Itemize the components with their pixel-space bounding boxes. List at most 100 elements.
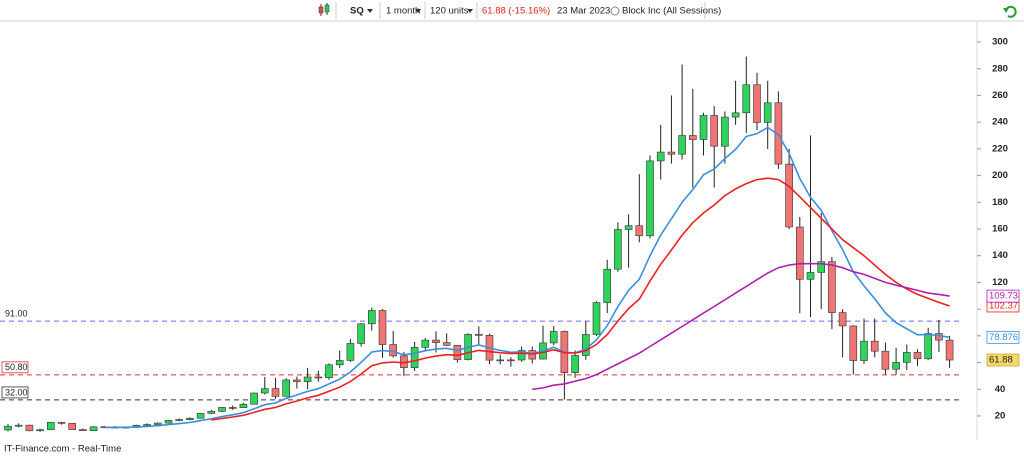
candle-body [314, 376, 323, 379]
candle-body [603, 268, 612, 303]
candle-body [432, 339, 440, 343]
last-value-box [986, 353, 1020, 367]
candle-body [207, 410, 216, 414]
candle-body [421, 339, 430, 348]
last-value-tag: 109.73 [986, 289, 1020, 303]
candle-body [892, 362, 900, 370]
candle-body [785, 163, 793, 228]
last-value-box [986, 289, 1020, 303]
candle-body [239, 403, 248, 408]
candle-body [4, 425, 12, 431]
candle-body [453, 345, 462, 360]
candle-body [667, 151, 676, 155]
candle-body [571, 355, 579, 373]
candle-body [721, 116, 729, 147]
candle-body [325, 364, 333, 379]
candle-body [282, 379, 291, 397]
candle-body [870, 340, 879, 352]
y-tick-label: 300 [992, 37, 1008, 48]
candle-body [46, 421, 55, 431]
units[interactable]: 120 units [430, 6, 469, 17]
symbol[interactable]: SQ [350, 6, 364, 17]
level-tag: 50.80 [1, 361, 29, 374]
last-value-tag: 61.88 [986, 353, 1020, 367]
candle-body [89, 426, 98, 431]
y-tick-label: 240 [992, 117, 1008, 128]
y-tick-label: 200 [992, 170, 1008, 181]
candle-body [57, 421, 66, 424]
candle-body [218, 407, 226, 412]
candle-body [710, 115, 719, 147]
y-tick-label: 260 [992, 90, 1008, 101]
quote: 61.88 (-15.16%) [482, 6, 550, 17]
candle-body [742, 84, 751, 114]
y-tick-label: 160 [992, 224, 1008, 235]
candle-body [25, 424, 34, 432]
info-icon[interactable] [610, 6, 620, 16]
candle-body [36, 429, 44, 432]
candle-body [731, 112, 740, 118]
last-value-box [986, 330, 1020, 344]
candle-body [196, 413, 205, 419]
candle-body [474, 334, 483, 336]
footer: IT-Finance.com - Real-Time [4, 444, 121, 455]
candle-body [753, 84, 761, 123]
level-tag: 32.00 [1, 386, 29, 399]
candle-body [68, 423, 76, 430]
candle-body [817, 261, 826, 273]
candle-body [849, 325, 858, 361]
candle-body [860, 340, 868, 361]
candle-body [581, 334, 590, 356]
y-tick-label: 140 [992, 250, 1008, 261]
level-tag-box [1, 361, 29, 374]
level-tag-box [1, 386, 29, 399]
chart-type-icon[interactable] [318, 3, 330, 16]
candle-body [293, 379, 301, 382]
refresh-icon[interactable] [1003, 5, 1017, 18]
candle-body [154, 422, 162, 425]
last-value-label: 78.876 [989, 332, 1018, 343]
candle-body [614, 229, 622, 270]
last-value-label: 61.88 [989, 355, 1013, 366]
level-tag: 91.00 [5, 309, 28, 319]
indicator-line [104, 126, 950, 429]
candle-body [795, 226, 804, 280]
candle-body [410, 347, 419, 369]
last-value-tag: 78.876 [986, 330, 1020, 344]
interval[interactable]: 1 month [386, 6, 420, 17]
instrument-name: Block Inc (All Sessions) [622, 6, 721, 17]
candle-body [806, 272, 815, 280]
candle-body [164, 420, 173, 424]
candle-body [79, 429, 87, 431]
candle-body [442, 342, 451, 346]
last-value-tag: 102.37 [986, 299, 1020, 313]
candle-body [549, 331, 558, 344]
dropdown-arrow [367, 9, 373, 13]
y-tick-label: 20 [995, 410, 1006, 421]
candle-body [357, 323, 365, 344]
candle-body [271, 388, 280, 397]
candle-body [881, 350, 890, 370]
last-value-label: 109.73 [989, 291, 1018, 302]
candle-body [175, 419, 183, 421]
candle-body [303, 376, 312, 382]
candle-body [924, 333, 933, 360]
candle-body [828, 261, 836, 313]
candle-body [228, 407, 237, 409]
candle-body [335, 360, 344, 366]
candle-body [838, 312, 847, 327]
candle-body [592, 302, 601, 335]
candle-body [688, 135, 697, 140]
dropdown-arrow [415, 9, 421, 13]
candle-body [507, 359, 515, 362]
toolbar: SQ 1 month 120 units 61.88 (-15.16%) 23 … [318, 2, 1017, 19]
level-label: 32.00 [5, 387, 28, 397]
candle-body [699, 115, 708, 140]
candle-body [635, 225, 644, 237]
candle-body [678, 135, 686, 155]
candle-body [143, 424, 151, 426]
level-label: 50.80 [5, 362, 28, 372]
candle-body [656, 151, 665, 162]
